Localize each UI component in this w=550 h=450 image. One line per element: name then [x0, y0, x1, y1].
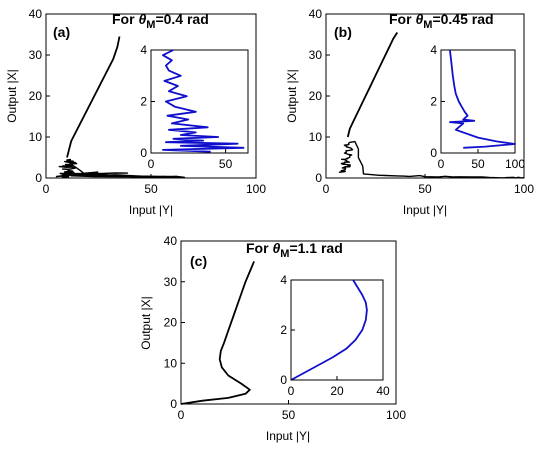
- panel-a-inset-xtick-label-0: 0: [148, 157, 155, 171]
- panel-b-inset-box: [440, 49, 516, 154]
- panel-b-inset-series-0-line: [449, 49, 516, 149]
- panel-b-annotation-symbol: θ: [415, 11, 423, 27]
- panel-a-annotation-suffix: =0.4 rad: [155, 11, 208, 27]
- panel-b-ytick-label-3: 30: [309, 48, 323, 62]
- panel-a-series-1-line: [66, 36, 121, 158]
- panel-a-xlabel: Input |Y|: [129, 203, 173, 217]
- panel-b-annotation-subscript: M: [423, 19, 432, 31]
- panel-b-inset-plot: 0 50 100 0 2 4: [430, 43, 525, 171]
- panel-b-series-1-line: [346, 32, 399, 138]
- panel-c: 0 50 100 0 10 20 30 40 0 20 40 0 2 4 (c) For θM=1.1 …: [139, 234, 406, 443]
- panel-b-annotation-prefix: For: [389, 11, 415, 27]
- panel-b-inset-ytick-label-0: 0: [430, 146, 437, 160]
- panel-b-ytick-label-0: 0: [315, 171, 322, 185]
- panel-c-inset-xtick-label-2: 40: [376, 384, 390, 398]
- panel-c-annotation-suffix: =1.1 rad: [289, 240, 342, 256]
- panel-a: 0 50 100 0 10 20 30 40 0 50 0 2 4 (a) For θM=0.4 ra…: [5, 7, 266, 217]
- panel-b-inset-xtick-label-0: 0: [438, 157, 445, 171]
- panel-b-annotation: For θM=0.45 rad: [389, 11, 494, 31]
- panel-a-ytick-label-2: 20: [29, 89, 43, 103]
- panel-c-annotation: For θM=1.1 rad: [246, 240, 343, 260]
- panel-b-inset-xtick-label-2: 100: [505, 157, 525, 171]
- panel-c-xtick-label-1: 50: [282, 408, 296, 422]
- panel-a-inset-series-0-line: [162, 49, 245, 153]
- panel-b-ytick-label-1: 10: [309, 130, 323, 144]
- panel-c-inset-box: [290, 279, 384, 381]
- panel-b-ytick-label-2: 20: [309, 89, 323, 103]
- panel-b-annotation-suffix: =0.45 rad: [432, 11, 493, 27]
- panel-b-inset-ytick-label-2: 4: [430, 43, 437, 57]
- panel-c-tag: (c): [190, 253, 207, 269]
- panel-c-ytick-label-4: 40: [164, 234, 178, 248]
- panel-c-inset-plot: 0 20 40 0 2 4: [280, 273, 390, 398]
- panel-c-inset-xtick-label-0: 0: [288, 384, 295, 398]
- panel-a-inset-ytick-label-1: 2: [140, 95, 147, 109]
- panel-c-ylabel: Output |X|: [139, 296, 153, 350]
- panel-a-xtick-label-0: 0: [43, 182, 50, 196]
- panel-b-series-0-line: [338, 140, 525, 179]
- panel-c-inset-xtick-label-1: 20: [330, 384, 344, 398]
- panel-c-annotation-subscript: M: [280, 248, 289, 260]
- panel-b-inset-ytick-label-1: 2: [430, 95, 437, 109]
- panel-a-series-0-line: [55, 158, 186, 179]
- panel-b-xlabel: Input |Y|: [403, 203, 447, 217]
- panel-a-ytick-label-1: 10: [29, 130, 43, 144]
- panel-c-ytick-label-0: 0: [170, 397, 177, 411]
- panel-a-ytick-label-0: 0: [35, 171, 42, 185]
- panel-c-ytick-label-2: 20: [164, 316, 178, 330]
- panel-a-inset-ytick-label-2: 4: [140, 43, 147, 57]
- panel-c-series-0-line: [180, 261, 255, 405]
- panel-b-xtick-label-1: 50: [418, 182, 432, 196]
- panel-c-inset-ytick-label-1: 2: [280, 323, 287, 337]
- panel-a-annotation-symbol: θ: [138, 11, 146, 27]
- panel-a-annotation-prefix: For: [112, 11, 138, 27]
- panel-c-ytick-label-1: 10: [164, 356, 178, 370]
- panel-a-xtick-label-2: 100: [246, 182, 266, 196]
- panel-b-ylabel: Output |X|: [285, 69, 299, 123]
- panel-c-inset-series-0-line: [290, 279, 368, 381]
- panel-c-inset-ytick-label-2: 4: [280, 273, 287, 287]
- panel-a-inset-plot: 0 50 0 2 4: [140, 43, 245, 171]
- panel-c-inset-ytick-label-0: 0: [280, 373, 287, 387]
- panel-a-ylabel: Output |X|: [5, 69, 19, 123]
- panel-b-xtick-label-0: 0: [323, 182, 330, 196]
- panel-a-inset-ytick-label-0: 0: [140, 146, 147, 160]
- panel-c-xtick-label-2: 100: [386, 408, 406, 422]
- panel-a-ytick-label-3: 30: [29, 48, 43, 62]
- panel-c-annotation-prefix: For: [246, 240, 272, 256]
- panel-c-ytick-label-3: 30: [164, 275, 178, 289]
- panel-c-xlabel: Input |Y|: [266, 429, 310, 443]
- panel-a-xtick-label-1: 50: [144, 182, 158, 196]
- panel-a-annotation: For θM=0.4 rad: [112, 11, 209, 31]
- panel-b-ytick-label-4: 40: [309, 7, 323, 21]
- panel-b-inset-xtick-label-1: 50: [471, 157, 485, 171]
- panel-b-tag: (b): [334, 24, 352, 40]
- panel-a-inset-xtick-label-1: 50: [219, 157, 233, 171]
- panel-c-xtick-label-0: 0: [178, 408, 185, 422]
- panel-a-tag: (a): [53, 24, 70, 40]
- panel-b: 0 50 100 0 10 20 30 40 0 50 100 0 2 4 (b) For θM=0.4…: [285, 7, 534, 217]
- panel-a-ytick-label-4: 40: [29, 7, 43, 21]
- panel-b-xtick-label-2: 100: [514, 182, 534, 196]
- panel-c-annotation-symbol: θ: [272, 240, 280, 256]
- panel-a-annotation-subscript: M: [146, 19, 155, 31]
